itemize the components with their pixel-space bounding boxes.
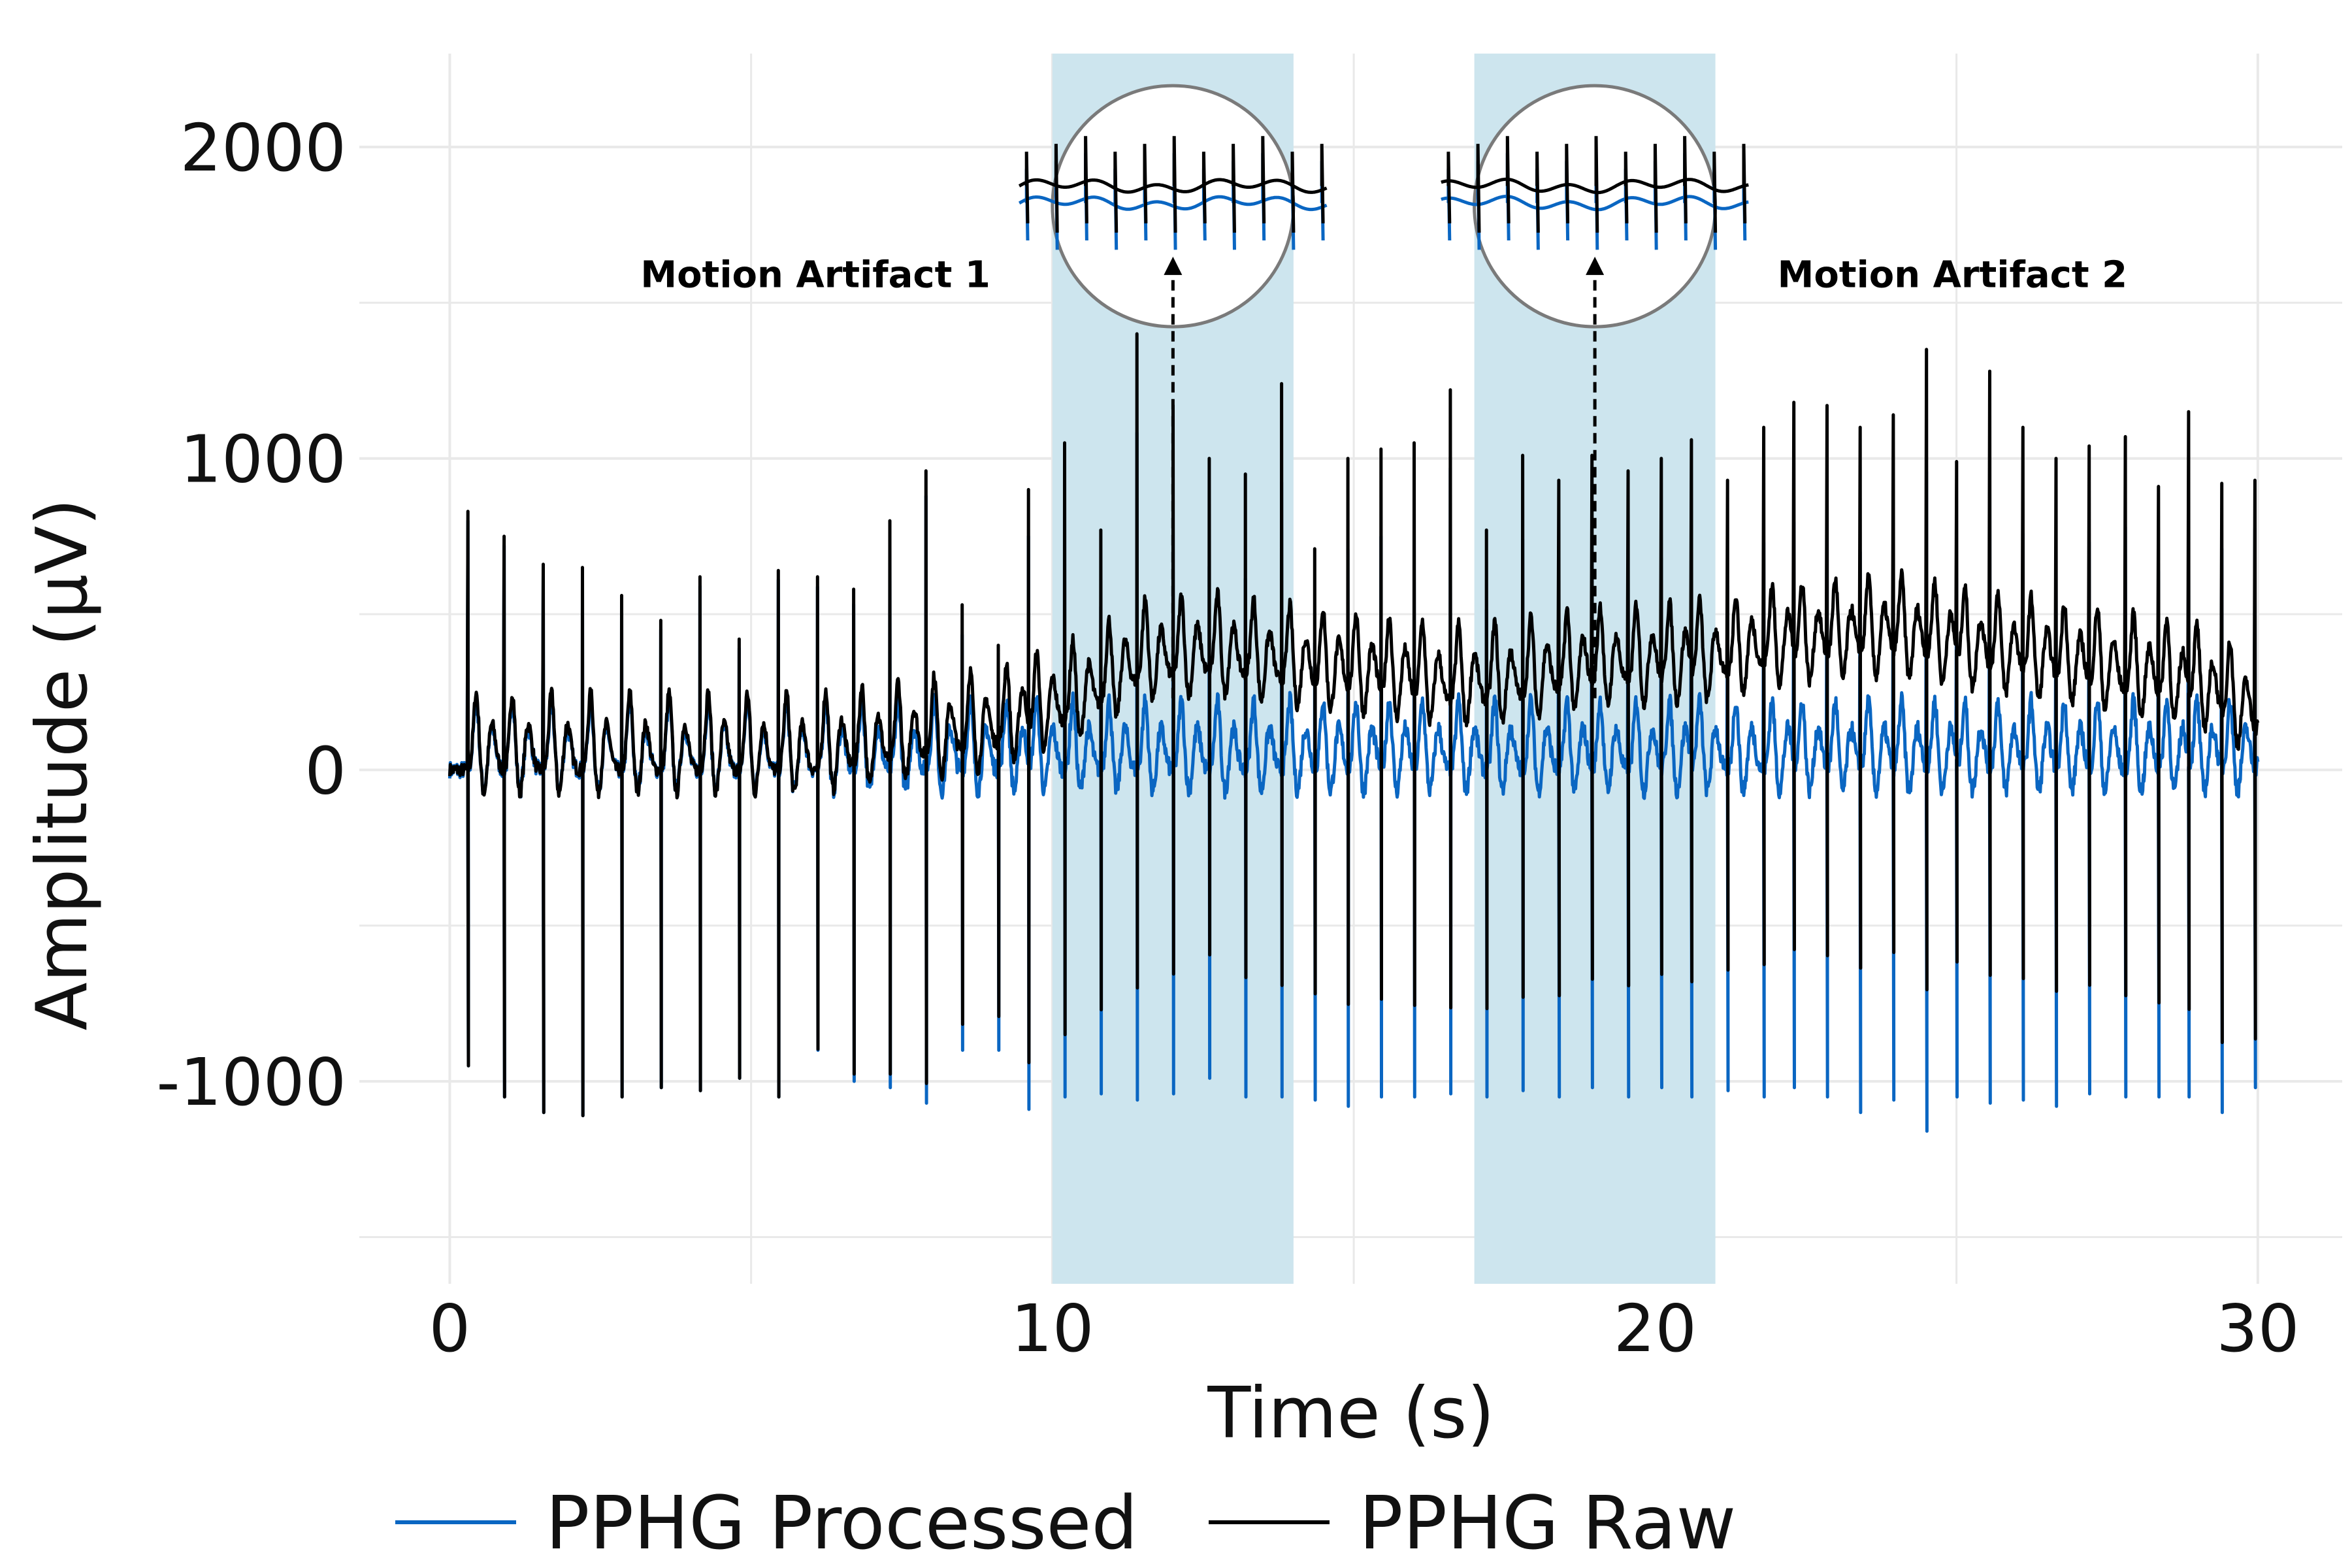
- series-line-raw: [448, 332, 2260, 1118]
- artifact-arrow-head: [1586, 256, 1605, 275]
- legend-label-raw: PPHG Raw: [1359, 1481, 1736, 1566]
- x-tick-label: 0: [429, 1290, 471, 1367]
- magnifier-inset-1: Motion Artifact 1: [640, 84, 1328, 698]
- magnifier-raw-line: [1441, 136, 1749, 233]
- y-tick-label: 1000: [180, 421, 347, 498]
- magnifier-raw-line: [1018, 136, 1328, 233]
- tick-labels: 0 10 20 30 -1000 0 1000 2000: [156, 110, 2299, 1367]
- annotation-label-2: Motion Artifact 2: [1778, 254, 2128, 297]
- legend-label-processed: PPHG Processed: [546, 1481, 1138, 1566]
- y-axis-title: Amplitude (μV): [22, 498, 103, 1031]
- series-lines: [448, 332, 2260, 1133]
- y-tick-label: -1000: [156, 1044, 346, 1120]
- y-tick-label: 0: [304, 732, 346, 809]
- x-tick-label: 10: [1011, 1290, 1094, 1367]
- artifact-arrow-head: [1164, 256, 1183, 275]
- annotation-label-1: Motion Artifact 1: [640, 254, 990, 297]
- x-axis-title: Time (s): [1207, 1373, 1494, 1454]
- magnifier-inset-2: Motion Artifact 2: [1441, 84, 2128, 698]
- x-tick-label: 20: [1614, 1290, 1697, 1367]
- y-tick-label: 2000: [180, 110, 347, 186]
- x-tick-label: 30: [2216, 1290, 2299, 1367]
- legend: PPHG Processed PPHG Raw: [395, 1481, 1736, 1566]
- annotations: Motion Artifact 1 Motion Artifact 2: [640, 84, 2128, 698]
